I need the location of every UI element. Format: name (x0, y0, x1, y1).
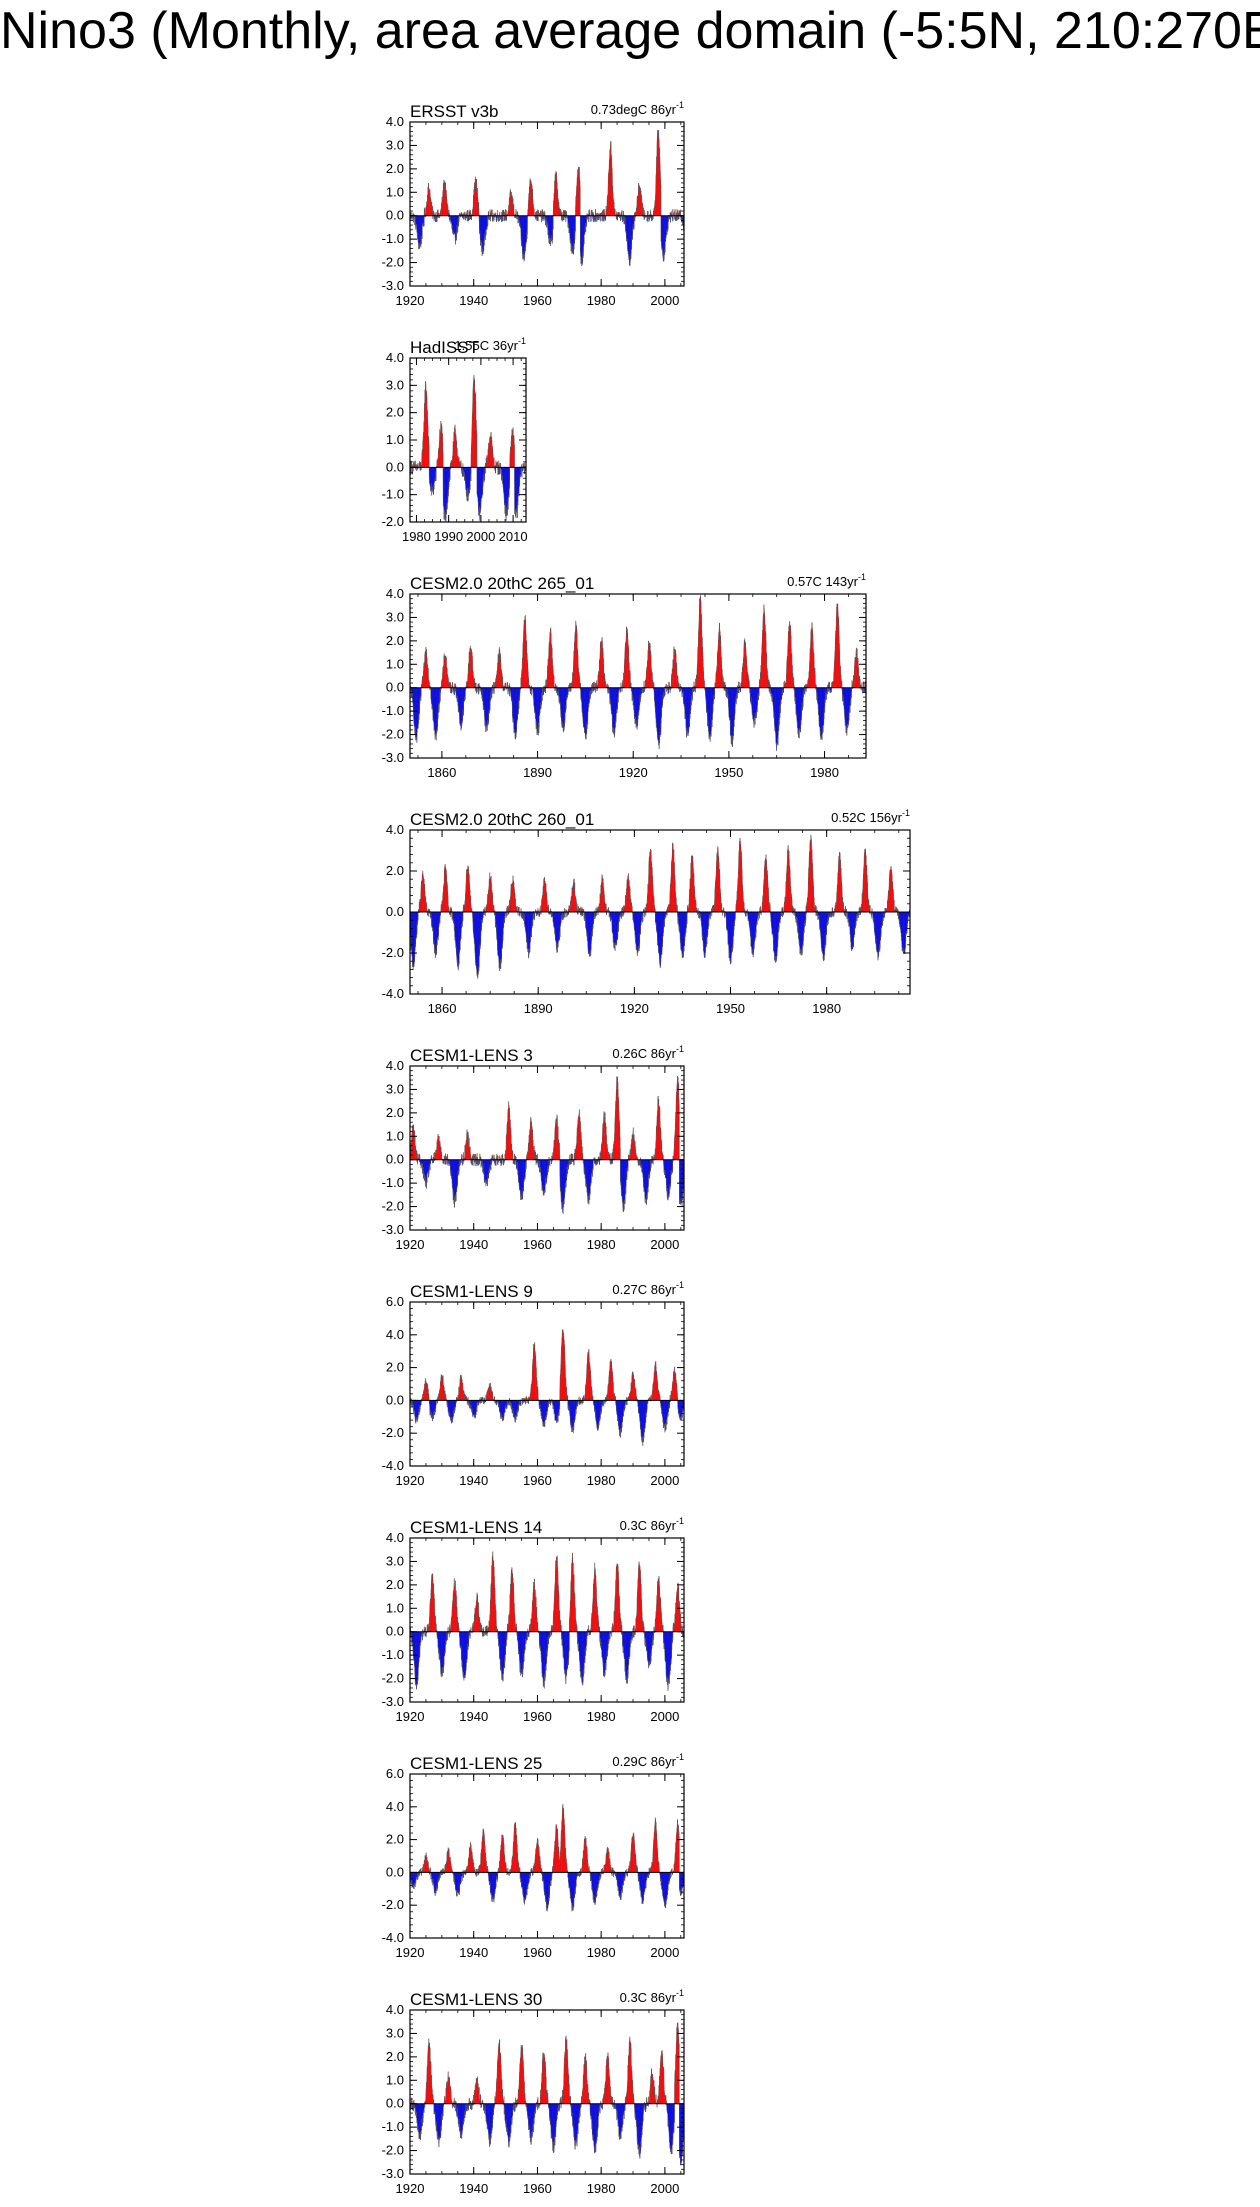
y-tick-label: 3.0 (386, 609, 404, 624)
x-tick-label: 1990 (434, 529, 463, 544)
panel-title: ERSST v3b (410, 102, 499, 121)
x-tick-label: 1920 (396, 293, 425, 308)
x-tick-label: 2000 (650, 293, 679, 308)
series-line (409, 595, 867, 751)
panel-3: -3.0 -2.0 -1.0 0.0 1.0 2.0 3.0 4.0 1860 1890 1920 1… (382, 572, 867, 780)
x-tick-label: 1940 (459, 293, 488, 308)
x-tick-label: 1950 (714, 765, 743, 780)
x-tick-label: 1980 (810, 765, 839, 780)
y-tick-label: 1.0 (386, 656, 404, 671)
bar-series (410, 375, 527, 522)
y-tick-label: 4.0 (386, 114, 404, 129)
y-tick-label: -3.0 (382, 750, 404, 765)
x-tick-label: 1890 (523, 765, 552, 780)
y-tick-label: 2.0 (386, 633, 404, 648)
y-tick-label: -2.0 (382, 727, 404, 742)
y-tick-label: 0.0 (386, 459, 404, 474)
y-tick-label: 2.0 (386, 405, 404, 420)
panel-stat: 0.57C 143yr-1 (787, 572, 866, 589)
x-tick-label: 2000 (466, 529, 495, 544)
panel-stat: 0.73degC 86yr-1 (591, 100, 684, 117)
panel-2: -2.0 -1.0 0.0 1.0 2.0 3.0 4.0 1980 1990 2000 2010 H… (382, 336, 528, 544)
y-tick-label: 3.0 (386, 137, 404, 152)
y-tick-label: -2.0 (382, 514, 404, 529)
y-tick-label: -1.0 (382, 231, 404, 246)
y-tick-label: 4.0 (386, 350, 404, 365)
y-tick-label: 4.0 (386, 586, 404, 601)
stat-exponent: -1 (518, 336, 526, 346)
plot-frame (409, 121, 685, 287)
y-tick-label: 0.0 (386, 208, 404, 223)
page-title: Nino3 (Monthly, area average domain (-5:… (0, 2, 1260, 60)
panel-title: CESM2.0 20thC 265_01 (410, 574, 594, 593)
x-tick-label: 1960 (523, 293, 552, 308)
panel-stat: 1.55C 36yr-1 (454, 336, 526, 353)
y-tick-label: 1.0 (386, 184, 404, 199)
x-tick-label: 1860 (427, 765, 456, 780)
x-tick-label: 1980 (587, 293, 616, 308)
stat-exponent: -1 (676, 100, 684, 110)
y-tick-label: 1.0 (386, 432, 404, 447)
x-tick-label: 1980 (402, 529, 431, 544)
x-tick-label: 2010 (499, 529, 528, 544)
panel-title: HadISST (410, 338, 479, 357)
stat-value: 0.57C 143yr (787, 574, 858, 589)
y-tick-label: -1.0 (382, 703, 404, 718)
stat-value: 1.55C 36yr (454, 338, 518, 353)
panel-1: -3.0 -2.0 -1.0 0.0 1.0 2.0 3.0 4.0 1920 1940 1960 1… (382, 100, 685, 308)
bar-series (410, 129, 685, 266)
y-tick-label: -3.0 (382, 278, 404, 293)
y-tick-label: 2.0 (386, 161, 404, 176)
series-line (409, 129, 685, 266)
stat-exponent: -1 (858, 572, 866, 582)
y-tick-label: 3.0 (386, 377, 404, 392)
y-tick-label: -2.0 (382, 255, 404, 270)
x-tick-label: 1920 (619, 765, 648, 780)
series-line (409, 375, 527, 522)
y-tick-label: -1.0 (382, 487, 404, 502)
y-tick-label: 0.0 (386, 680, 404, 695)
stat-value: 0.73degC 86yr (591, 102, 677, 117)
